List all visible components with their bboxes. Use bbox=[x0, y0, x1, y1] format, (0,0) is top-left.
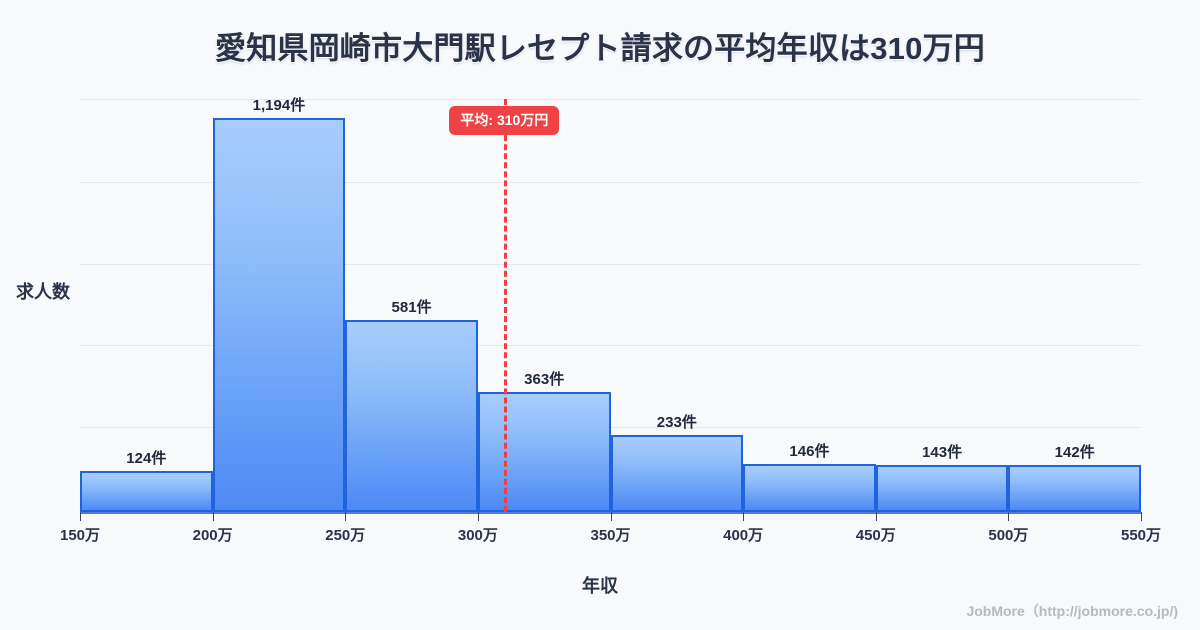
x-axis-tick-label: 550万 bbox=[1120, 527, 1162, 544]
x-axis-tick bbox=[80, 512, 81, 521]
bar-value-label: 146件 bbox=[789, 442, 830, 460]
page-title: 愛知県岡崎市大門駅レセプト請求の平均年収は310万円 bbox=[215, 30, 985, 66]
x-axis-tick-label: 150万 bbox=[59, 527, 101, 544]
gridline bbox=[80, 99, 1141, 100]
bar-value-label: 142件 bbox=[1054, 444, 1095, 462]
x-axis-tick bbox=[1008, 512, 1010, 521]
plot-area bbox=[80, 99, 1141, 512]
histogram-bar bbox=[212, 117, 346, 512]
gridline bbox=[80, 182, 1141, 183]
x-axis-tick-label: 350万 bbox=[590, 527, 631, 544]
x-axis-tick bbox=[212, 512, 214, 521]
bar-value-label: 233件 bbox=[656, 414, 697, 432]
average-line bbox=[504, 99, 508, 512]
gridline bbox=[80, 345, 1141, 346]
x-axis-tick bbox=[610, 512, 612, 521]
y-axis-title: 求人数 bbox=[16, 282, 70, 302]
x-axis-tick bbox=[477, 512, 479, 521]
histogram-bar bbox=[80, 471, 213, 512]
histogram-bar bbox=[345, 320, 478, 512]
histogram-bar bbox=[743, 463, 876, 512]
bar-value-label: 363件 bbox=[524, 371, 565, 389]
x-axis-tick-label: 450万 bbox=[855, 527, 896, 544]
x-axis-tick-label: 200万 bbox=[192, 527, 233, 544]
x-axis-tick-label: 400万 bbox=[723, 527, 764, 544]
histogram-bar bbox=[610, 435, 744, 512]
gridline bbox=[80, 427, 1141, 428]
average-badge: 平均: 310万円 bbox=[449, 106, 560, 135]
histogram-bar bbox=[477, 392, 611, 512]
watermark: JobMore（http://jobmore.co.jp/) bbox=[966, 603, 1178, 619]
bar-value-label: 124件 bbox=[126, 450, 167, 468]
x-axis-title: 年収 bbox=[582, 576, 618, 596]
x-axis-tick-label: 250万 bbox=[325, 527, 366, 544]
x-axis-tick bbox=[1141, 512, 1142, 521]
x-axis-tick bbox=[875, 512, 877, 521]
histogram-bar bbox=[1008, 465, 1141, 512]
bar-value-label: 581件 bbox=[391, 299, 432, 317]
bar-value-label: 143件 bbox=[922, 443, 963, 461]
bar-value-label: 1,194件 bbox=[252, 96, 306, 114]
x-axis-tick bbox=[743, 512, 745, 521]
x-axis-tick-label: 300万 bbox=[457, 527, 498, 544]
gridline bbox=[80, 264, 1141, 265]
x-axis-tick bbox=[345, 512, 347, 521]
histogram-bar bbox=[875, 464, 1009, 512]
x-axis-tick-label: 500万 bbox=[988, 527, 1029, 544]
